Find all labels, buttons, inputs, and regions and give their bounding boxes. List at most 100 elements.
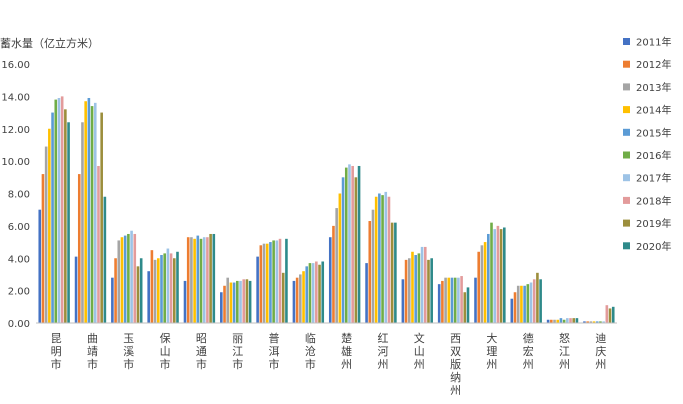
category-label-char: 州 xyxy=(559,358,570,371)
bar-9-9 xyxy=(354,177,358,323)
bar-5-14 xyxy=(523,285,526,323)
bar-4-1 xyxy=(48,128,51,323)
bar-6-15 xyxy=(562,319,566,323)
legend-swatch xyxy=(623,106,630,114)
bar-3-14 xyxy=(516,285,520,323)
bar-7-16 xyxy=(602,321,605,323)
bar-6-8 xyxy=(308,263,312,323)
y-tick-label: 2.00 xyxy=(8,287,30,298)
bar-5-11 xyxy=(414,255,417,323)
category-label: 曲靖市 xyxy=(87,332,98,371)
legend-label: 2018年 xyxy=(636,194,671,207)
category-label-char: 州 xyxy=(414,358,425,371)
bar-7-7 xyxy=(275,240,279,323)
bar-4-12 xyxy=(447,277,451,323)
category-label-char: 洱 xyxy=(269,345,280,358)
bar-4-5 xyxy=(193,238,196,323)
bar-2-11 xyxy=(404,259,408,323)
bar-9-2 xyxy=(100,112,103,323)
category-label: 昭通市 xyxy=(196,332,207,371)
bar-5-13 xyxy=(487,233,490,323)
category-label-char: 沧 xyxy=(305,344,316,358)
bar-9-6 xyxy=(245,279,249,323)
category-label-char: 溪 xyxy=(123,345,134,358)
category-label-char: 靖 xyxy=(87,345,98,358)
bar-4-2 xyxy=(84,101,87,323)
bar-8-13 xyxy=(496,225,500,324)
bar-9-15 xyxy=(572,318,576,323)
bar-8-10 xyxy=(387,196,391,323)
category-label: 丽江市 xyxy=(232,332,243,371)
category-label-char: 宏 xyxy=(523,344,534,358)
bar-7-6 xyxy=(239,280,242,323)
bar-10-14 xyxy=(539,279,542,323)
category-label-char: 楚 xyxy=(341,331,352,345)
category-label-char: 通 xyxy=(196,345,207,358)
bar-3-7 xyxy=(262,243,266,323)
y-tick-label: 12.00 xyxy=(1,125,30,136)
bar-8-2 xyxy=(97,165,100,323)
category-label: 大理州 xyxy=(486,331,497,371)
bar-1-3 xyxy=(111,277,114,323)
category-label: 文山州 xyxy=(414,331,425,371)
bar-9-4 xyxy=(172,258,176,323)
bar-4-9 xyxy=(338,193,342,323)
bar-3-8 xyxy=(299,274,302,323)
bar-1-8 xyxy=(292,280,296,323)
category-label-char: 普 xyxy=(269,331,280,345)
bar-7-3 xyxy=(130,230,133,323)
category-label-char: 怒 xyxy=(559,331,570,345)
bar-5-7 xyxy=(269,242,272,323)
bar-6-10 xyxy=(381,195,384,323)
category-label-char: 州 xyxy=(377,358,388,371)
bar-10-12 xyxy=(466,287,470,323)
category-label-char: 西 xyxy=(450,332,461,345)
category-label: 德宏州 xyxy=(523,331,534,371)
bar-3-12 xyxy=(444,277,447,323)
legend-label: 2012年 xyxy=(636,58,671,71)
category-label-char: 市 xyxy=(87,357,98,371)
bar-5-9 xyxy=(341,177,345,323)
bar-4-14 xyxy=(520,285,523,323)
legend-swatch xyxy=(623,83,630,91)
bar-2-14 xyxy=(513,292,517,323)
bar-5-5 xyxy=(196,235,200,323)
bar-3-15 xyxy=(553,319,556,323)
bar-1-10 xyxy=(365,263,368,323)
category-label-char: 庆 xyxy=(595,344,606,358)
bar-1-13 xyxy=(474,277,477,323)
bar-7-12 xyxy=(457,277,460,323)
legend-label: 2016年 xyxy=(636,149,671,162)
bar-1-11 xyxy=(401,279,405,323)
category-label-char: 双 xyxy=(450,345,461,358)
bar-2-15 xyxy=(550,319,553,323)
y-tick-label: 8.00 xyxy=(8,190,30,201)
category-label-char: 山 xyxy=(414,345,425,358)
category-label-char: 保 xyxy=(160,331,171,345)
legend-label: 2013年 xyxy=(636,81,671,94)
category-label-char: 纳 xyxy=(450,371,461,384)
bar-2-6 xyxy=(223,285,226,323)
bar-6-6 xyxy=(236,280,239,323)
legend-swatch xyxy=(623,219,630,227)
category-label-char: 昆 xyxy=(51,332,62,345)
bar-2-9 xyxy=(332,225,335,324)
category-label-char: 明 xyxy=(51,345,62,358)
category-label-char: 玉 xyxy=(123,332,134,345)
bar-10-11 xyxy=(430,258,433,323)
category-label: 昆明市 xyxy=(51,332,62,371)
bar-3-11 xyxy=(407,258,411,323)
bar-6-4 xyxy=(163,253,166,323)
bar-1-12 xyxy=(437,284,441,323)
bar-10-5 xyxy=(212,233,216,323)
bar-6-3 xyxy=(127,233,130,323)
category-label-char: 州 xyxy=(341,358,352,371)
bar-5-8 xyxy=(305,266,309,323)
bar-10-15 xyxy=(575,318,579,323)
bar-1-16 xyxy=(583,321,586,323)
bar-4-10 xyxy=(374,196,378,323)
bar-5-15 xyxy=(559,318,563,323)
bar-7-5 xyxy=(202,237,206,323)
category-label: 普洱市 xyxy=(269,331,280,371)
bar-4-11 xyxy=(411,251,414,323)
